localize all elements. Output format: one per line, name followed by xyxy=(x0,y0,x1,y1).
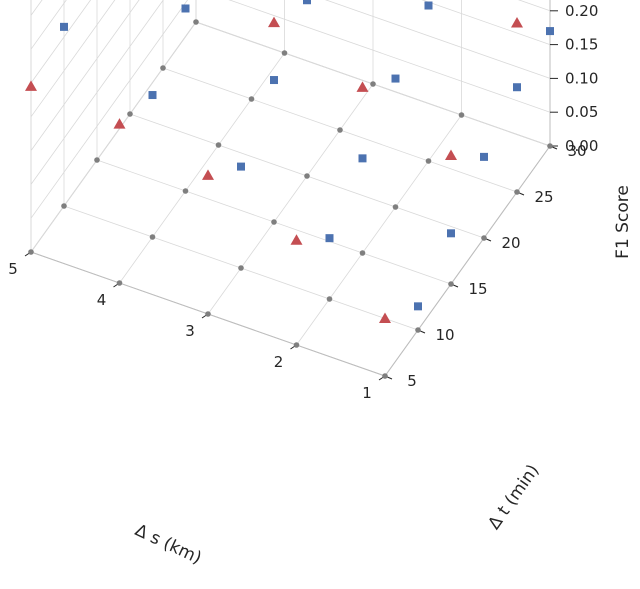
grid-line xyxy=(228,0,551,113)
y-axis-label: Δ t (min) xyxy=(484,461,543,533)
grid-line xyxy=(324,0,551,79)
data-point-red xyxy=(268,16,280,28)
data-points xyxy=(25,0,554,379)
y-tick-label: 30 xyxy=(567,142,586,160)
data-point-red xyxy=(202,169,214,180)
data-point-blue xyxy=(181,4,190,13)
data-point-grey xyxy=(205,311,211,317)
data-point-grey xyxy=(116,280,123,286)
x-tick-label: 3 xyxy=(185,322,195,340)
data-point-red xyxy=(25,80,37,91)
data-point-red xyxy=(445,149,457,161)
data-point-blue xyxy=(513,83,521,92)
y-tick-label: 10 xyxy=(435,326,454,344)
data-point-grey xyxy=(160,65,166,71)
y-tick-label: 20 xyxy=(501,234,520,252)
x-tick-label: 4 xyxy=(97,291,107,309)
data-point-grey xyxy=(458,112,465,118)
data-point-blue xyxy=(447,229,455,238)
data-point-red xyxy=(113,118,126,129)
grid-line xyxy=(30,21,197,253)
data-point-blue xyxy=(60,22,68,31)
data-point-grey xyxy=(392,204,399,210)
axes-panes xyxy=(30,0,551,377)
y-tick-label: 25 xyxy=(534,188,553,206)
data-point-grey xyxy=(547,143,553,149)
z-axis-label: F1 Score xyxy=(613,185,633,259)
data-point-grey xyxy=(382,373,388,379)
data-point-blue xyxy=(303,0,311,5)
grid-line xyxy=(30,0,92,84)
data-point-grey xyxy=(281,50,288,56)
data-point-red xyxy=(379,312,391,324)
data-point-blue xyxy=(424,1,433,10)
y-tick-label: 5 xyxy=(407,372,417,390)
data-point-grey xyxy=(248,96,255,102)
y-tick-label: 15 xyxy=(468,280,487,298)
grid-line xyxy=(30,0,164,185)
data-point-grey xyxy=(28,249,34,255)
data-point-grey xyxy=(425,158,432,164)
x-tick-label: 5 xyxy=(8,260,18,278)
x-tick-label: 2 xyxy=(274,353,284,371)
data-point-grey xyxy=(293,342,300,348)
data-point-blue xyxy=(237,162,245,171)
side-pane xyxy=(30,0,197,254)
data-point-grey xyxy=(215,142,222,148)
data-point-red xyxy=(511,17,523,28)
x-axis-label: Δ s (km) xyxy=(132,520,205,568)
data-point-grey xyxy=(481,235,487,241)
grid-line xyxy=(421,0,551,45)
data-point-blue xyxy=(270,76,278,85)
data-point-blue xyxy=(414,302,422,311)
data-point-grey xyxy=(94,157,100,163)
data-point-grey xyxy=(514,189,520,195)
data-point-blue xyxy=(480,152,488,161)
z-tick-label: 0.15 xyxy=(565,36,598,54)
data-point-blue xyxy=(391,74,400,83)
data-point-grey xyxy=(193,19,199,25)
grid-line xyxy=(207,83,374,315)
data-point-grey xyxy=(337,127,343,133)
data-point-blue xyxy=(148,91,157,100)
grid-line xyxy=(30,0,67,50)
z-tick-label: 0.20 xyxy=(565,2,598,20)
grid-line xyxy=(30,0,116,118)
data-point-grey xyxy=(182,188,189,194)
data-point-blue xyxy=(325,234,334,243)
y-axis-line xyxy=(384,145,551,377)
grid-lines xyxy=(30,0,551,377)
data-point-grey xyxy=(304,173,310,179)
grid-line xyxy=(296,114,462,346)
data-point-grey xyxy=(415,327,421,333)
data-point-red xyxy=(356,81,369,92)
data-point-grey xyxy=(271,219,277,225)
data-point-grey xyxy=(359,250,366,256)
data-point-red xyxy=(290,234,303,245)
data-point-grey xyxy=(326,296,333,302)
axes: 12345510152025300.000.050.100.150.200.25… xyxy=(8,0,598,402)
grid-line xyxy=(30,0,189,219)
x-tick-label: 1 xyxy=(362,384,372,402)
data-point-blue xyxy=(358,154,367,163)
z-tick-label: 0.05 xyxy=(565,103,598,121)
z-tick-label: 0.10 xyxy=(565,69,598,87)
data-point-grey xyxy=(238,265,244,271)
data-point-blue xyxy=(546,27,554,36)
data-point-grey xyxy=(149,234,156,240)
grid-line xyxy=(30,0,140,151)
data-point-grey xyxy=(61,203,67,209)
grid-line xyxy=(119,52,285,284)
data-point-grey xyxy=(127,111,133,117)
data-point-grey xyxy=(448,281,454,287)
z-tick-label: 0.00 xyxy=(565,137,598,155)
data-point-grey xyxy=(370,81,376,87)
